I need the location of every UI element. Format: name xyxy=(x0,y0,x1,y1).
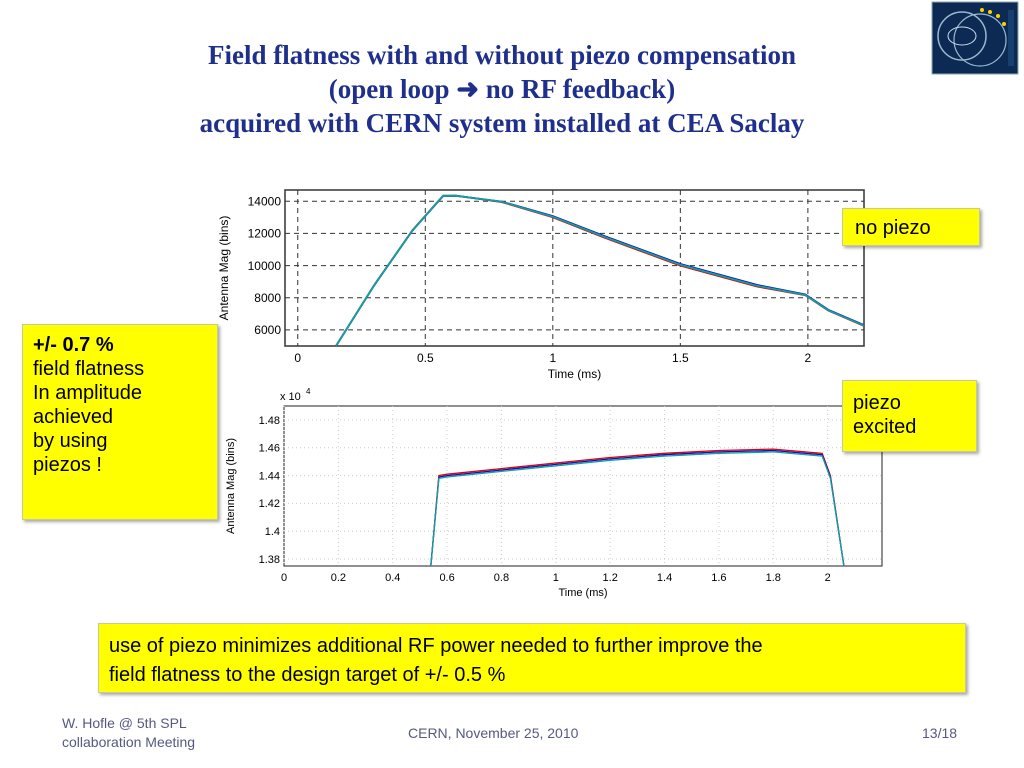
piezo-excited-callout: piezo excited xyxy=(842,380,977,452)
plot-area xyxy=(283,405,883,567)
x-tick-label: 1.6 xyxy=(711,572,726,584)
title-line-2: (open loop ➜ no RF feedback) xyxy=(0,72,1004,106)
y-tick-label: 1.4 xyxy=(265,526,280,538)
x-tick-label: 1.5 xyxy=(672,351,689,365)
x-tick-label: 1.4 xyxy=(657,572,672,584)
no-piezo-text: no piezo xyxy=(855,217,931,239)
x-tick-label: 0.4 xyxy=(385,572,400,584)
series-line-3 xyxy=(335,194,864,346)
flatness-line: piezos ! xyxy=(33,454,102,476)
x-axis-label: Time (ms) xyxy=(558,587,607,599)
footer-author-line: W. Hofle @ 5th SPL xyxy=(62,715,187,731)
logo-icon xyxy=(931,1,1019,75)
x-tick-label: 0.5 xyxy=(417,351,434,365)
right-arrow-icon: ➜ xyxy=(456,74,479,104)
x-tick-label: 2 xyxy=(825,572,831,584)
title-line-3: acquired with CERN system installed at C… xyxy=(199,108,805,138)
conclusion-line: use of piezo minimizes additional RF pow… xyxy=(109,635,763,657)
chart-piezo-excited: 0 0.2 0.4 0.6 0.8 1 1.2 1.4 1.6 1.8 2 1.38 1.4 1.42 1.… xyxy=(225,387,883,599)
footer-author-line: collaboration Meeting xyxy=(62,734,196,750)
x-tick-label: 1.8 xyxy=(766,572,781,584)
x-tick-label: 0 xyxy=(281,572,287,584)
x-tick-label: 1.2 xyxy=(603,572,618,584)
x-tick-label: 0.8 xyxy=(494,572,509,584)
y-tick-label: 1.38 xyxy=(259,554,280,566)
x-tick-label: 0.6 xyxy=(439,572,454,584)
page-number: 13/18 xyxy=(922,725,958,741)
title-line-2b: no RF feedback) xyxy=(485,74,676,104)
x-tick-label: 1 xyxy=(553,572,559,584)
flatness-line: field flatness xyxy=(33,358,145,380)
no-piezo-callout: no piezo xyxy=(842,208,980,246)
y-tick-label: 12000 xyxy=(248,227,282,241)
y-tick-label: 1.48 xyxy=(259,415,280,427)
conclusion-callout: use of piezo minimizes additional RF pow… xyxy=(98,623,966,693)
y-axis-label: Antenna Mag (bins) xyxy=(225,438,237,534)
x-axis-label: Time (ms) xyxy=(548,367,602,381)
x-tick-label: 0.2 xyxy=(331,572,346,584)
footer-author: W. Hofle @ 5th SPL collaboration Meeting xyxy=(62,714,195,752)
piezo-excited-line: excited xyxy=(853,416,917,438)
flatness-line: achieved xyxy=(33,406,114,428)
x-tick-label: 2 xyxy=(805,351,812,365)
y-tick-label: 1.44 xyxy=(259,470,280,482)
y-tick-label: 6000 xyxy=(254,323,281,337)
y-tick-label: 8000 xyxy=(254,291,281,305)
conclusion-line: field flatness to the design target of +… xyxy=(109,664,506,686)
y-tick-label: 10000 xyxy=(248,259,282,273)
y-axis-label: Antenna Mag (bins) xyxy=(217,216,231,321)
slide-title: Field flatness with and without piezo co… xyxy=(0,38,1004,140)
piezo-excited-line: piezo xyxy=(853,392,901,414)
flatness-line: by using xyxy=(33,430,108,452)
chart-no-piezo: 0 0.5 1 1.5 2 6000 8000 10000 12000 14000 Time (ms… xyxy=(217,189,865,381)
title-line-1: Field flatness with and without piezo co… xyxy=(207,40,797,70)
title-line-2a: (open loop xyxy=(328,74,450,104)
x-tick-label: 0 xyxy=(294,351,301,365)
axis-scale-label: x 10 xyxy=(280,391,301,403)
y-tick-label: 1.46 xyxy=(259,443,280,455)
y-tick-label: 1.42 xyxy=(259,498,280,510)
flatness-line: In amplitude xyxy=(33,382,142,404)
plot-area xyxy=(284,189,865,347)
flatness-callout: +/- 0.7 % field flatness In amplitude ac… xyxy=(22,324,218,520)
footer-date: CERN, November 25, 2010 xyxy=(408,725,579,741)
y-tick-label: 14000 xyxy=(248,194,282,208)
x-tick-label: 1 xyxy=(549,351,556,365)
flatness-value: +/- 0.7 % xyxy=(33,334,114,356)
series-line-3 xyxy=(430,451,845,566)
axis-scale-exponent: 4 xyxy=(306,387,311,396)
